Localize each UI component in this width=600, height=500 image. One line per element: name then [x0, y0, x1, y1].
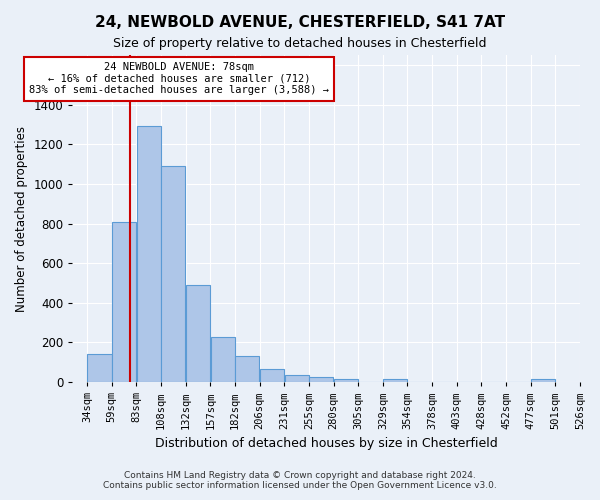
Bar: [112, 222, 136, 382]
Bar: [88, 354, 112, 382]
Text: Size of property relative to detached houses in Chesterfield: Size of property relative to detached ho…: [113, 38, 487, 51]
Bar: [161, 166, 185, 382]
Bar: [235, 356, 259, 382]
Bar: [284, 374, 308, 382]
Bar: [334, 379, 358, 382]
Bar: [383, 379, 407, 382]
Text: Contains HM Land Registry data © Crown copyright and database right 2024.
Contai: Contains HM Land Registry data © Crown c…: [103, 470, 497, 490]
Bar: [260, 370, 284, 382]
Bar: [309, 377, 334, 382]
Bar: [531, 379, 555, 382]
Text: 24, NEWBOLD AVENUE, CHESTERFIELD, S41 7AT: 24, NEWBOLD AVENUE, CHESTERFIELD, S41 7A…: [95, 15, 505, 30]
Y-axis label: Number of detached properties: Number of detached properties: [15, 126, 28, 312]
X-axis label: Distribution of detached houses by size in Chesterfield: Distribution of detached houses by size …: [155, 437, 497, 450]
Bar: [186, 285, 210, 382]
Bar: [137, 126, 161, 382]
Bar: [211, 336, 235, 382]
Text: 24 NEWBOLD AVENUE: 78sqm
← 16% of detached houses are smaller (712)
83% of semi-: 24 NEWBOLD AVENUE: 78sqm ← 16% of detach…: [29, 62, 329, 96]
